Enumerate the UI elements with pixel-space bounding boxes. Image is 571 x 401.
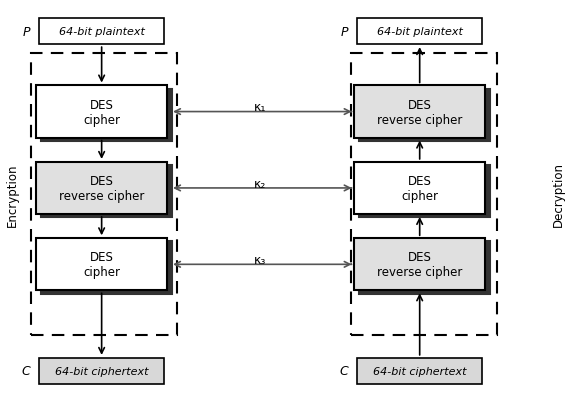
Bar xyxy=(354,239,485,291)
Text: Decryption: Decryption xyxy=(552,162,565,227)
Text: DES
cipher: DES cipher xyxy=(83,98,120,126)
Text: 64-bit plaintext: 64-bit plaintext xyxy=(377,27,463,37)
Bar xyxy=(36,162,167,215)
Bar xyxy=(36,239,167,291)
Text: C: C xyxy=(340,365,349,377)
Text: Encryption: Encryption xyxy=(6,163,19,226)
Text: DES
reverse cipher: DES reverse cipher xyxy=(59,174,144,203)
Bar xyxy=(357,358,482,384)
Bar xyxy=(41,89,172,142)
Bar xyxy=(359,89,490,142)
Bar xyxy=(351,54,497,335)
Bar xyxy=(354,86,485,138)
Text: κ₂: κ₂ xyxy=(254,177,267,190)
Text: 64-bit plaintext: 64-bit plaintext xyxy=(59,27,144,37)
Text: P: P xyxy=(22,26,30,38)
Bar xyxy=(39,19,164,45)
Text: C: C xyxy=(22,365,31,377)
Bar xyxy=(31,54,177,335)
Text: 64-bit ciphertext: 64-bit ciphertext xyxy=(373,366,467,376)
Text: DES
cipher: DES cipher xyxy=(83,251,120,279)
Bar xyxy=(41,166,172,218)
Text: 64-bit ciphertext: 64-bit ciphertext xyxy=(55,366,148,376)
Text: DES
reverse cipher: DES reverse cipher xyxy=(377,251,463,279)
Text: DES
cipher: DES cipher xyxy=(401,174,438,203)
Bar xyxy=(39,358,164,384)
Bar xyxy=(354,162,485,215)
Bar xyxy=(357,19,482,45)
Text: κ₃: κ₃ xyxy=(254,253,267,266)
Text: P: P xyxy=(340,26,348,38)
Bar xyxy=(41,242,172,294)
Text: DES
reverse cipher: DES reverse cipher xyxy=(377,98,463,126)
Bar xyxy=(36,86,167,138)
Text: κ₁: κ₁ xyxy=(254,101,267,114)
Bar xyxy=(359,242,490,294)
Bar xyxy=(359,166,490,218)
